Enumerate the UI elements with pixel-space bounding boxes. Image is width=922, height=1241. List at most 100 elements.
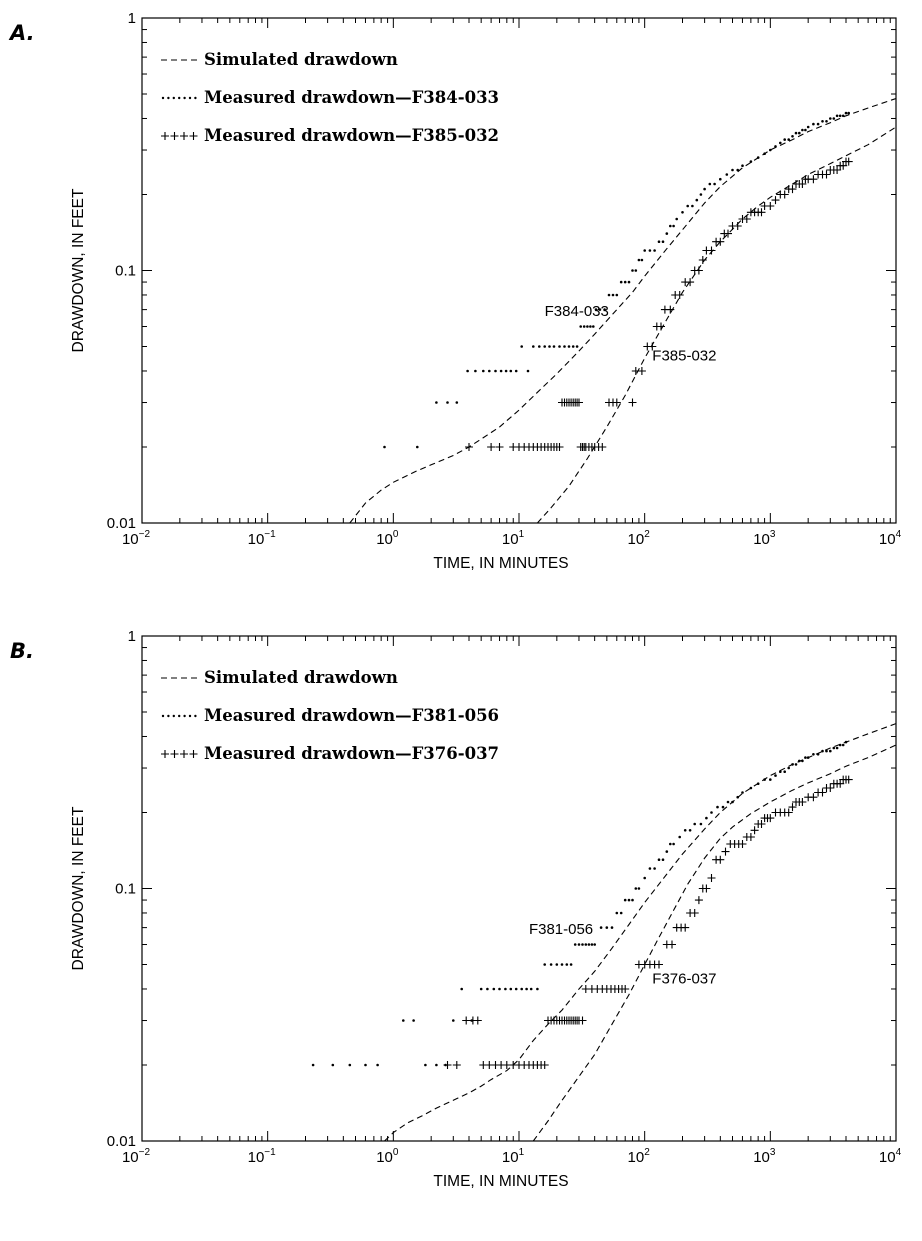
x-tick-label: 10−1 [248, 529, 277, 548]
data-point [529, 987, 533, 991]
legend-dot-swatch [161, 96, 165, 100]
legend-dot-swatch [178, 96, 181, 100]
data-point [648, 342, 657, 351]
legend-dot-swatch [188, 96, 192, 100]
data-point [726, 800, 730, 804]
data-point [661, 858, 665, 861]
data-point [771, 196, 780, 205]
data-point [577, 943, 581, 946]
data-point [832, 746, 836, 750]
data-point [693, 822, 696, 826]
panel-a-letter: A. [8, 21, 35, 45]
data-point [492, 987, 496, 991]
legend: Simulated drawdown Measured drawdown—F384… [161, 50, 499, 145]
data-point [844, 157, 853, 166]
data-point [736, 795, 739, 799]
data-point [806, 125, 810, 129]
data-point [794, 131, 798, 135]
data-layer [349, 97, 896, 523]
data-point [653, 867, 656, 870]
data-point [695, 198, 699, 202]
data-point [555, 963, 559, 966]
x-tick-label: 10−1 [248, 1147, 277, 1166]
data-point [787, 766, 790, 770]
data-point [555, 443, 564, 451]
data-point [798, 759, 801, 763]
data-point [672, 224, 675, 228]
data-point [757, 820, 766, 828]
data-point [589, 325, 592, 328]
data-point [763, 152, 766, 155]
axis-ticks [141, 17, 897, 524]
data-point [586, 325, 589, 328]
data-point [648, 867, 652, 870]
data-point [543, 963, 546, 966]
y-tick-label: 0.01 [107, 1133, 136, 1150]
data-point [552, 345, 556, 348]
data-point [548, 345, 551, 348]
data-point [520, 987, 523, 991]
data-point [627, 280, 631, 284]
series-simulated-drawdown-line [532, 744, 896, 1141]
x-tick-label: 102 [628, 1147, 651, 1166]
data-point [648, 249, 652, 252]
data-point [825, 749, 828, 753]
x-tick-label: 102 [628, 529, 651, 548]
panel-b-chart: B. 10−2 10−1 100 101 102 103 104 0.01 0.1 1 TIME, … [10, 628, 902, 1190]
data-point [665, 232, 669, 235]
data-point [582, 325, 586, 328]
data-point [821, 749, 824, 753]
data-point [657, 240, 661, 243]
data-point [672, 842, 675, 846]
legend-plus-swatch [189, 132, 198, 140]
data-point [495, 443, 504, 451]
data-point [465, 443, 473, 451]
data-point [592, 325, 595, 328]
legend-dot-swatch [167, 96, 170, 100]
data-point [736, 168, 739, 172]
annotation-label: F381-056 [529, 921, 593, 938]
data-point [563, 345, 566, 348]
data-point [774, 145, 777, 148]
data-point [757, 208, 766, 217]
annotation-label: F376-037 [652, 971, 716, 988]
data-point [558, 345, 561, 348]
data-point [376, 1063, 379, 1067]
data-point [573, 943, 577, 946]
data-point [520, 345, 523, 348]
legend-plus-swatch [161, 132, 169, 140]
data-point [721, 847, 730, 856]
data-point [801, 128, 804, 132]
legend-dot-swatch [172, 714, 175, 718]
data-point [621, 985, 630, 993]
data-point [514, 369, 518, 373]
data-point [435, 401, 438, 404]
data-point [549, 963, 553, 966]
data-point [686, 204, 689, 208]
data-point [838, 743, 842, 747]
data-point [741, 164, 744, 167]
data-point [784, 808, 793, 817]
series-f381-056 [311, 740, 848, 1067]
data-point [716, 805, 719, 809]
data-point [844, 111, 848, 115]
data-point [443, 1061, 452, 1069]
data-point [486, 987, 489, 991]
data-point [809, 793, 818, 802]
y-axis-label: DRAWDOWN, IN FEET [70, 806, 87, 970]
data-point [769, 148, 772, 152]
legend-dot-swatch [188, 714, 192, 718]
data-point [612, 398, 621, 407]
legend-dot-swatch [167, 714, 170, 718]
legend-dot-swatch [161, 714, 165, 718]
data-point [750, 826, 759, 835]
data-point [666, 305, 675, 314]
panel-a-chart: A. 10−2 10−1 100 101 102 103 104 0.01 0.1 1 TIME, … [8, 10, 902, 572]
data-point [509, 369, 513, 373]
legend-plus-swatch [189, 750, 198, 758]
data-point [603, 308, 606, 311]
data-point [725, 173, 729, 176]
series-f376-037 [443, 775, 853, 1069]
data-point [605, 926, 609, 929]
data-point [509, 987, 513, 991]
